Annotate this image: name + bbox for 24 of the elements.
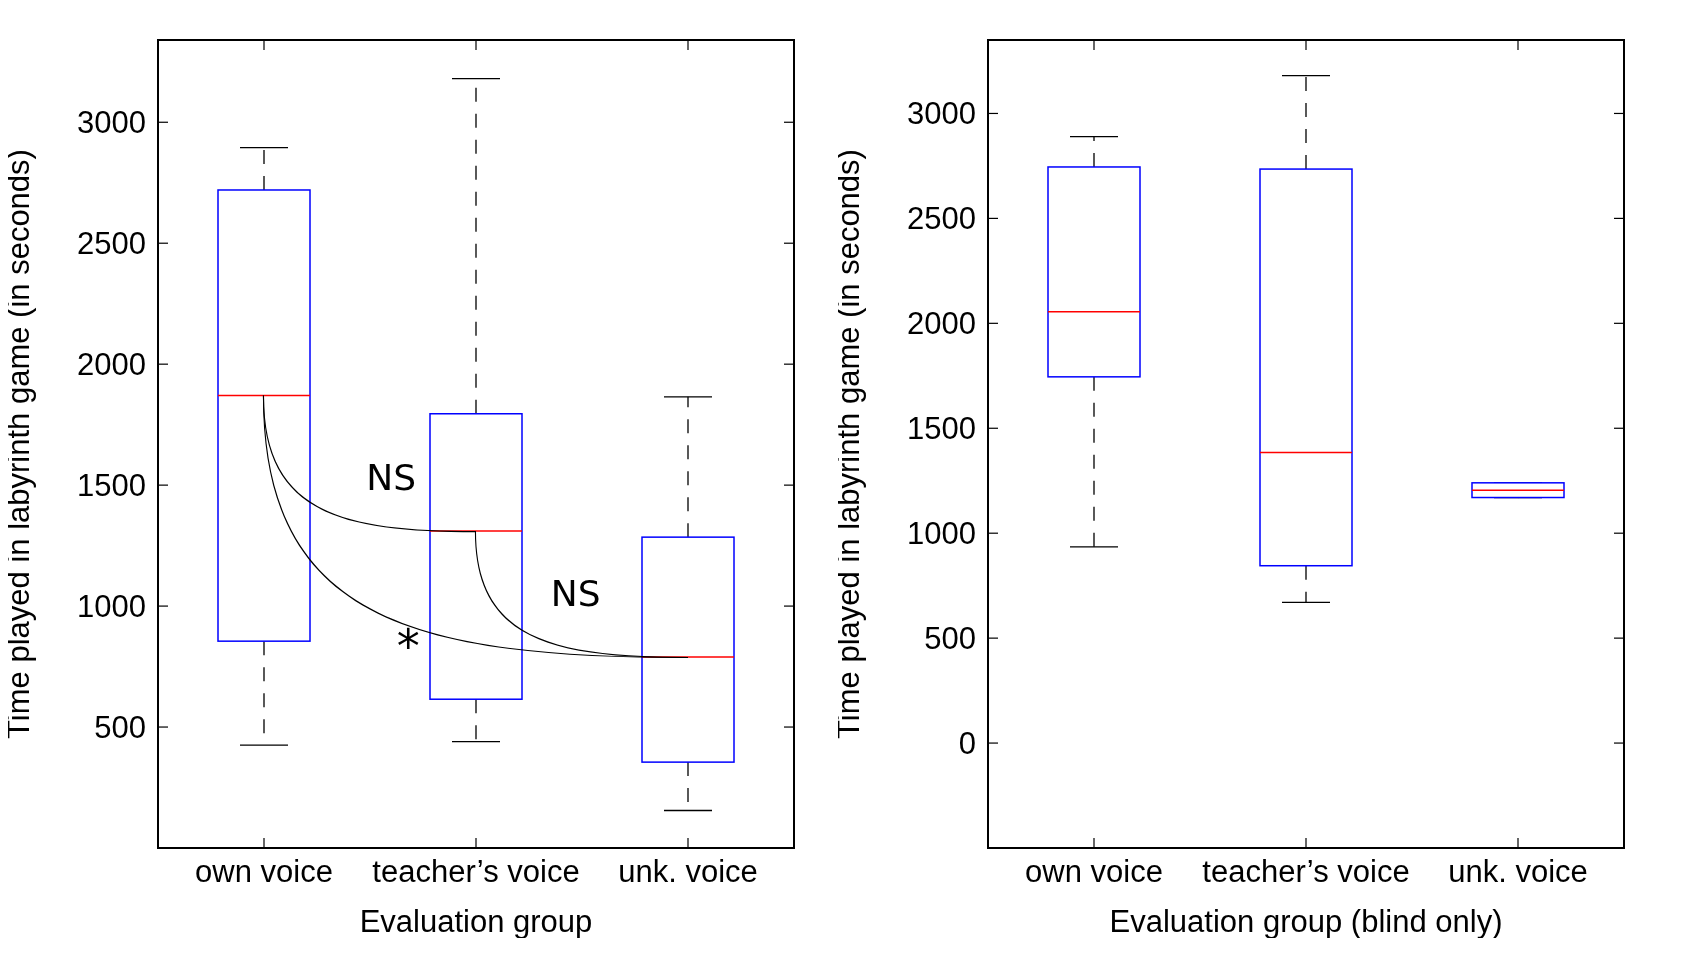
annotation: NS [550, 573, 601, 615]
annotation: NS [366, 457, 417, 499]
x-axis-title: Evaluation group [359, 904, 593, 939]
y-tick-label: 2500 [77, 226, 146, 262]
x-tick-label: teacher’s voice [372, 854, 580, 890]
y-tick-label: 2500 [907, 201, 976, 237]
annotation: * [396, 619, 420, 674]
y-tick-label: 2000 [77, 347, 146, 383]
x-axis-title: Evaluation group (blind only) [1109, 904, 1503, 939]
x-tick-label: teacher’s voice [1202, 854, 1410, 890]
y-tick-label: 500 [924, 621, 976, 657]
x-tick-label: own voice [1025, 854, 1163, 890]
y-tick-label: 3000 [907, 96, 976, 132]
x-tick-label: unk. voice [618, 854, 758, 890]
y-tick-label: 500 [94, 710, 146, 746]
y-tick-label: 1000 [77, 589, 146, 625]
y-tick-label: 1000 [907, 516, 976, 552]
y-tick-label: 1500 [77, 468, 146, 504]
y-tick-label: 2000 [907, 306, 976, 342]
y-tick-label: 3000 [77, 105, 146, 141]
y-tick-label: 1500 [907, 411, 976, 447]
x-tick-label: own voice [195, 854, 333, 890]
x-tick-label: unk. voice [1448, 854, 1588, 890]
y-tick-label: 0 [958, 726, 976, 762]
